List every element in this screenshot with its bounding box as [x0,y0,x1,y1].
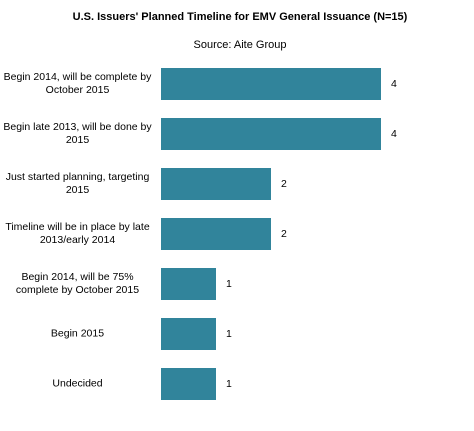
value-label: 4 [391,128,397,140]
category-label: Begin 2014, will be 75% complete by Octo… [15,271,140,296]
bar [161,268,216,300]
bar [161,368,216,400]
bar [161,118,381,150]
bar [161,168,271,200]
value-label: 2 [281,228,287,240]
category-label: Begin 2015 [50,327,105,340]
value-label: 1 [226,278,232,290]
bar [161,68,381,100]
value-label: 4 [391,78,397,90]
category-label: Timeline will be in place by late 2013/e… [5,221,150,246]
bar [161,218,271,250]
chart-subtitle: Source: Aite Group [193,39,287,51]
category-label: Just started planning, targeting 2015 [5,171,150,196]
value-label: 2 [281,178,287,190]
value-label: 1 [226,328,232,340]
category-label: Begin late 2013, will be done by 2015 [3,121,152,146]
category-label: Undecided [52,377,103,390]
value-label: 1 [226,378,232,390]
bar [161,318,216,350]
category-label: Begin 2014, will be complete by October … [3,71,152,96]
chart-title: U.S. Issuers' Planned Timeline for EMV G… [72,11,408,23]
